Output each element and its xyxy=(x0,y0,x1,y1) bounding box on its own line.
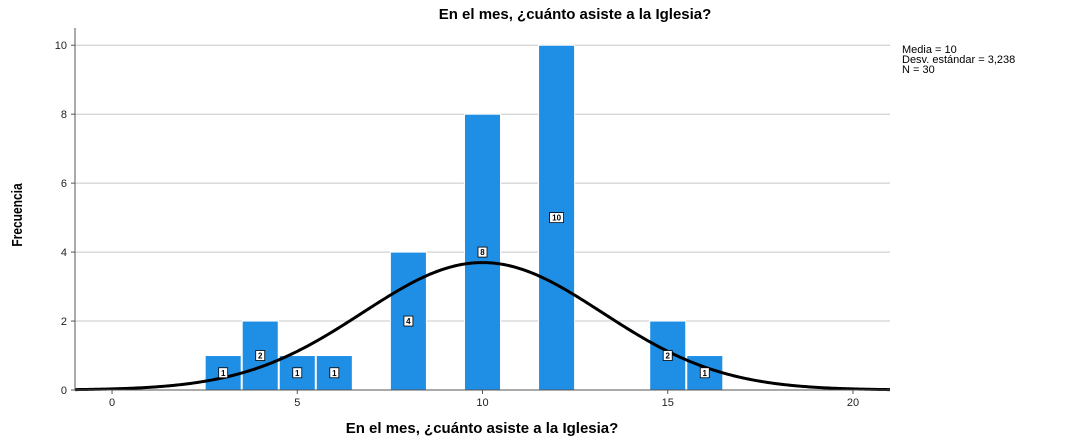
x-tick-label-2: 10 xyxy=(476,397,488,409)
x-axis-ticks: 0 5 10 15 20 xyxy=(109,390,859,409)
data-label-box-3 xyxy=(329,367,340,379)
data-label-1: 2 xyxy=(255,350,266,361)
stat-mean: Media = 10 xyxy=(902,44,957,56)
data-label-text-0: 1 xyxy=(221,369,226,378)
y-tick-label-1: 2 xyxy=(61,316,67,328)
data-label-box-6 xyxy=(549,212,564,224)
data-label-7: 2 xyxy=(662,350,673,361)
data-label-box-8 xyxy=(699,367,710,379)
stat-n: N = 30 xyxy=(902,64,935,76)
data-label-box-5 xyxy=(477,246,488,258)
y-tick-label-2: 4 xyxy=(61,247,67,259)
data-label-6: 10 xyxy=(549,212,564,224)
data-label-box-4 xyxy=(403,315,414,327)
x-tick-label-1: 5 xyxy=(294,397,300,409)
x-tick-label-4: 20 xyxy=(847,397,859,409)
data-label-3: 1 xyxy=(329,367,340,379)
data-label-text-7: 2 xyxy=(666,352,671,361)
data-label-text-3: 1 xyxy=(332,369,337,378)
data-label-text-4: 4 xyxy=(406,317,411,326)
data-label-box-0 xyxy=(218,367,229,379)
chart-title: En el mes, ¿cuánto asiste a la Iglesia? xyxy=(439,6,712,23)
data-labels: 1 2 1 1 4 8 10 2 1 xyxy=(218,212,710,379)
normal-curve xyxy=(74,261,891,392)
data-label-text-2: 1 xyxy=(295,369,300,378)
y-tick-label-5: 10 xyxy=(55,40,67,52)
data-label-5: 8 xyxy=(477,246,488,258)
data-label-text-6: 10 xyxy=(552,214,561,223)
data-label-8: 1 xyxy=(699,367,710,379)
x-tick-label-3: 15 xyxy=(662,397,674,409)
data-label-box-1 xyxy=(255,350,266,361)
data-label-text-8: 1 xyxy=(703,369,708,378)
x-axis-label: En el mes, ¿cuánto asiste a la Iglesia? xyxy=(346,420,619,437)
y-tick-label-0: 0 xyxy=(61,385,67,397)
data-label-box-7 xyxy=(662,350,673,361)
stat-sd: Desv. estándar = 3,238 xyxy=(902,54,1015,66)
y-tick-label-4: 8 xyxy=(61,109,67,121)
data-label-2: 1 xyxy=(292,367,303,379)
data-label-box-2 xyxy=(292,367,303,379)
x-tick-label-0: 0 xyxy=(109,397,115,409)
data-label-text-1: 2 xyxy=(258,352,263,361)
data-label-text-5: 8 xyxy=(480,248,485,257)
y-tick-label-3: 6 xyxy=(61,178,67,190)
data-label-4: 4 xyxy=(403,315,414,327)
stats-box: Media = 10 Desv. estándar = 3,238 N = 30 xyxy=(902,44,1015,76)
y-axis-label: Frecuencia xyxy=(9,183,26,247)
data-label-0: 1 xyxy=(218,367,229,379)
y-axis-ticks: 0 2 4 6 8 10 xyxy=(55,40,75,397)
